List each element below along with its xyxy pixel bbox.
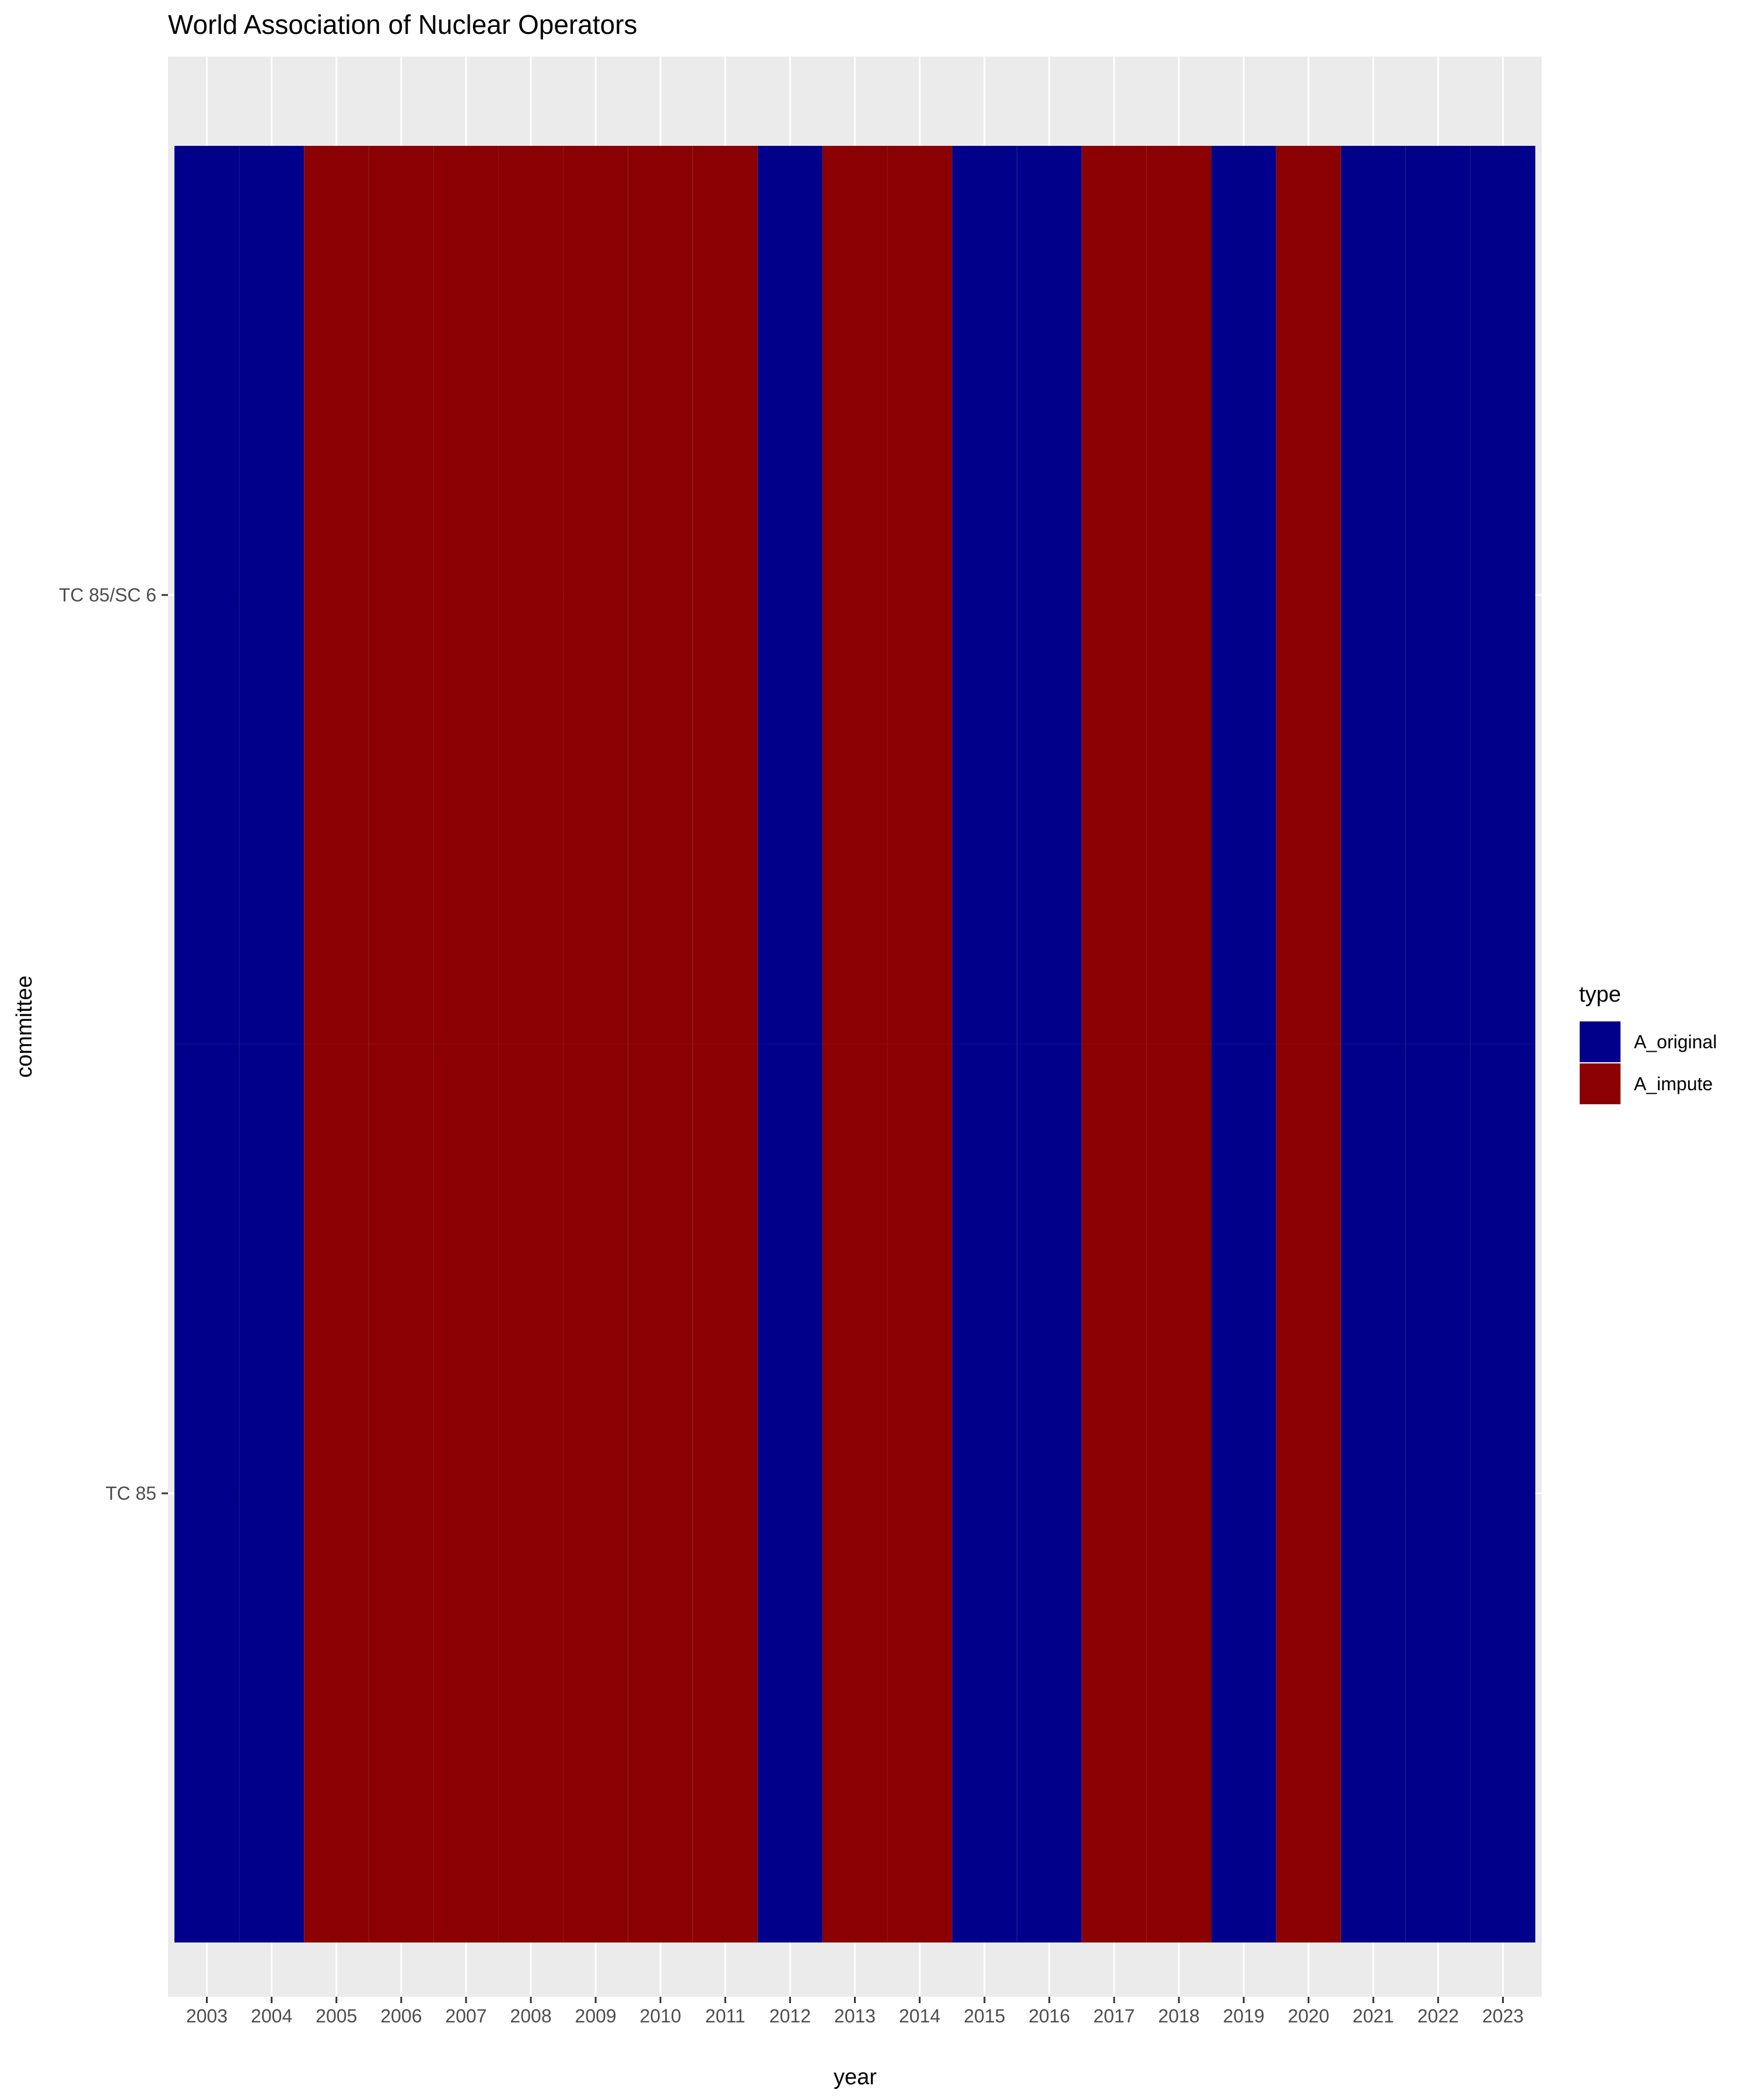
- heatmap-cell: [563, 1044, 629, 1943]
- x-tick-label: 2007: [445, 2006, 487, 2027]
- heatmap-cell: [887, 145, 953, 1045]
- x-axis-title: year: [834, 2065, 877, 2090]
- chart-title: World Association of Nuclear Operators: [168, 9, 638, 40]
- x-tick-label: 2014: [899, 2006, 940, 2027]
- heatmap-cell: [1470, 1044, 1536, 1943]
- heatmap-cell: [822, 1044, 888, 1943]
- x-tick-label: 2016: [1028, 2006, 1070, 2027]
- heatmap-cell: [1276, 1044, 1342, 1943]
- x-tick-label: 2019: [1223, 2006, 1264, 2027]
- y-axis-ticks: TC 85/SC 6 TC 85: [59, 584, 168, 1504]
- heatmap-cell: [1081, 1044, 1147, 1943]
- x-tick-label: 2011: [705, 2006, 746, 2027]
- y-axis-title: committee: [12, 975, 37, 1077]
- heatmap-cell: [1016, 1044, 1082, 1943]
- heatmap-cell: [1340, 1044, 1406, 1943]
- y-tick-label: TC 85/SC 6: [59, 584, 156, 606]
- heatmap-cell: [1340, 145, 1406, 1045]
- x-tick-label: 2005: [316, 2006, 357, 2027]
- legend-key: [1578, 1062, 1622, 1105]
- x-tick-label: 2013: [834, 2006, 876, 2027]
- heatmap-cell: [563, 145, 629, 1045]
- heatmap-cell: [1405, 1044, 1471, 1943]
- legend-label: A_original: [1634, 1031, 1717, 1052]
- x-tick-label: 2017: [1093, 2006, 1135, 2027]
- heatmap-cell: [628, 145, 694, 1045]
- heatmap-cell: [951, 145, 1017, 1045]
- heatmap-cell: [433, 145, 499, 1045]
- heatmap-cell: [757, 145, 823, 1045]
- x-tick-label: 2022: [1418, 2006, 1459, 2027]
- x-tick-label: 2006: [380, 2006, 422, 2027]
- y-tick-label: TC 85: [106, 1483, 156, 1504]
- heatmap-cell: [1146, 1044, 1212, 1943]
- heatmap-cell: [174, 145, 240, 1045]
- x-tick-label: 2010: [640, 2006, 681, 2027]
- heatmap-cell: [368, 1044, 434, 1943]
- heatmap-cell: [1081, 145, 1147, 1045]
- heatmap-cell: [498, 145, 564, 1045]
- heatmap-cell: [303, 145, 369, 1045]
- heatmap-cell: [628, 1044, 694, 1943]
- heatmap-cell: [1211, 145, 1277, 1045]
- heatmap-cell: [887, 1044, 953, 1943]
- heatmap-cells: [174, 145, 1536, 1943]
- legend: type A_original A_impute: [1578, 982, 1717, 1105]
- x-tick-label: 2009: [575, 2006, 617, 2027]
- heatmap-cell: [368, 145, 434, 1045]
- legend-items: A_original A_impute: [1578, 1020, 1717, 1105]
- heatmap-cell: [174, 1044, 240, 1943]
- heatmap-cell: [692, 145, 758, 1045]
- heatmap-cell: [692, 1044, 758, 1943]
- heatmap-cell: [1405, 145, 1471, 1045]
- heatmap-cell: [239, 1044, 304, 1943]
- x-tick-label: 2015: [964, 2006, 1005, 2027]
- x-tick-label: 2023: [1482, 2006, 1524, 2027]
- legend-title: type: [1579, 982, 1621, 1007]
- heatmap-cell: [239, 145, 304, 1045]
- heatmap-cell: [433, 1044, 499, 1943]
- x-tick-label: 2012: [769, 2006, 811, 2027]
- x-tick-label: 2018: [1158, 2006, 1199, 2027]
- x-tick-label: 2008: [510, 2006, 551, 2027]
- x-tick-label: 2004: [251, 2006, 292, 2027]
- heatmap-cell: [951, 1044, 1017, 1943]
- heatmap-cell: [1016, 145, 1082, 1045]
- x-tick-label: 2020: [1288, 2006, 1329, 2027]
- legend-label: A_impute: [1634, 1073, 1713, 1094]
- heatmap-cell: [1470, 145, 1536, 1045]
- heatmap-cell: [1211, 1044, 1277, 1943]
- heatmap-cell: [498, 1044, 564, 1943]
- heatmap-cell: [1276, 145, 1342, 1045]
- x-axis-ticks: 2003 2004 2005 2006 2007 2008 2009 2010 2011 2012…: [186, 1997, 1524, 2027]
- heatmap-cell: [822, 145, 888, 1045]
- x-tick-label: 2021: [1353, 2006, 1394, 2027]
- x-tick-label: 2003: [186, 2006, 228, 2027]
- legend-key: [1578, 1020, 1622, 1063]
- heatmap-cell: [303, 1044, 369, 1943]
- heatmap-cell: [1146, 145, 1212, 1045]
- heatmap-cell: [757, 1044, 823, 1943]
